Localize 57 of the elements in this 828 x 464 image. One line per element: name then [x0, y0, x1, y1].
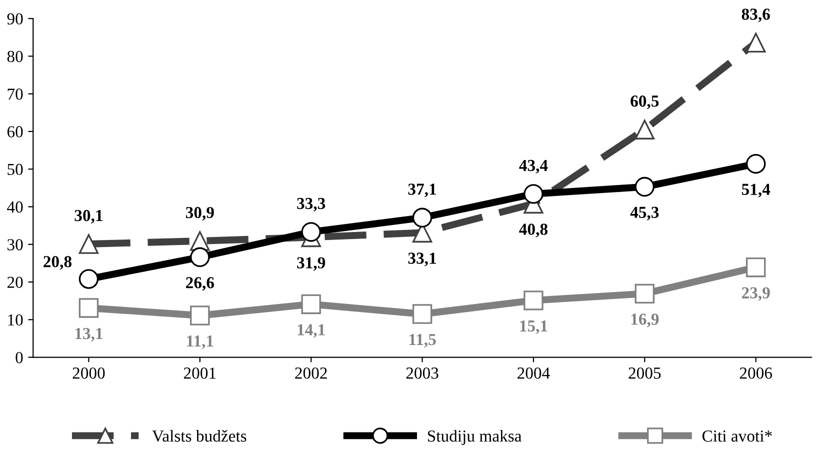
x-tick-label: 2002	[295, 367, 327, 379]
data-label: 33,3	[297, 198, 326, 212]
y-tick-label: 20	[7, 276, 23, 288]
point	[412, 208, 432, 228]
data-label: 11,1	[187, 336, 214, 350]
x-tick-label: 2001	[184, 367, 216, 379]
data-label: 30,1	[74, 210, 102, 224]
y-tick-label: 40	[7, 201, 23, 213]
data-label: 40,8	[519, 224, 548, 238]
y-tick-label: 50	[8, 164, 23, 176]
data-label: 20,8	[44, 256, 72, 270]
point	[524, 184, 544, 204]
y-tick-label: 30	[8, 239, 23, 250]
data-label: 13,1	[75, 328, 102, 342]
x-tick-label: 2003	[406, 367, 438, 379]
y-tick-label: 60	[7, 126, 23, 138]
point	[524, 290, 544, 310]
point	[190, 247, 210, 268]
legend-label: Studiju maksa	[428, 430, 522, 446]
data-label: 83,6	[742, 8, 770, 22]
point	[634, 284, 655, 304]
x-tick-label: 2000	[72, 367, 105, 379]
data-label: 31,9	[297, 257, 326, 271]
y-tick-label: 80	[7, 50, 23, 62]
point	[412, 304, 432, 324]
point	[190, 306, 210, 326]
data-label: 16,9	[631, 314, 659, 328]
y-tick-label: 0	[16, 352, 23, 364]
point	[746, 257, 766, 278]
data-label: 15,1	[520, 320, 548, 334]
point	[746, 154, 766, 174]
point	[78, 234, 99, 254]
point	[634, 176, 655, 197]
point	[301, 222, 321, 242]
data-label: 23,9	[742, 287, 770, 301]
x-tick-label: 2004	[518, 367, 550, 379]
data-label: 11,5	[409, 334, 436, 348]
x-tick-label: 2005	[628, 367, 661, 379]
y-tick-label: 70	[8, 88, 23, 100]
data-label: 14,1	[298, 324, 325, 338]
legend-label: Valsts budžets	[152, 430, 246, 442]
data-label: 37,1	[408, 184, 436, 198]
y-tick-label: 10	[8, 314, 23, 326]
y-tick-label: 90	[7, 13, 23, 25]
point	[301, 294, 321, 314]
data-label: 45,3	[630, 206, 659, 220]
legend-label: Citi avoti*	[702, 430, 772, 442]
data-label: 30,9	[186, 206, 214, 221]
data-label: 26,6	[186, 277, 214, 291]
data-label: 60,5	[630, 96, 659, 110]
point	[78, 298, 99, 318]
data-label: 43,4	[519, 160, 548, 174]
point	[634, 120, 655, 140]
x-tick-label: 2006	[740, 367, 772, 379]
data-label: 51,4	[742, 184, 770, 198]
data-label: 33,1	[408, 252, 436, 266]
point	[78, 269, 99, 289]
